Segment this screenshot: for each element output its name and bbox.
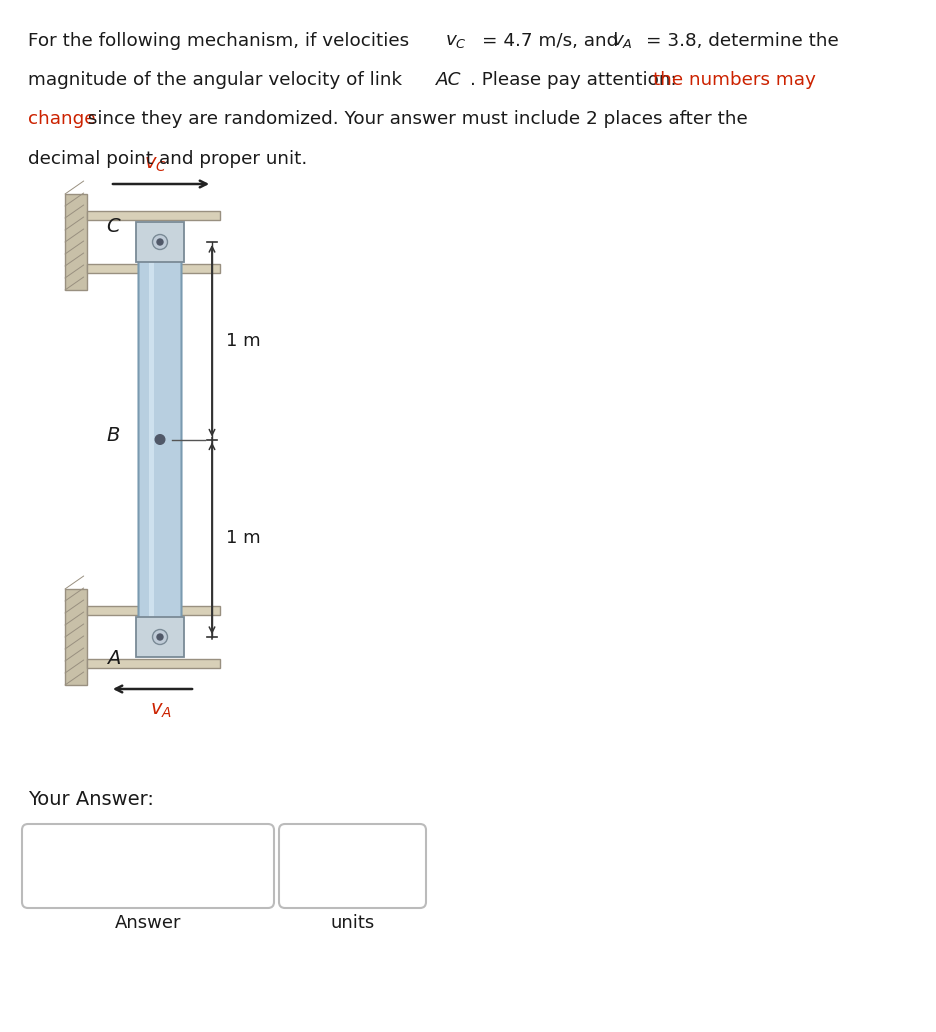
Text: $v_A$: $v_A$: [150, 701, 171, 720]
Text: . Please pay attention:: . Please pay attention:: [470, 71, 681, 89]
Text: For the following mechanism, if velocities: For the following mechanism, if velociti…: [28, 32, 415, 50]
Text: AC: AC: [435, 71, 461, 89]
Text: magnitude of the angular velocity of link: magnitude of the angular velocity of lin…: [28, 71, 407, 89]
FancyBboxPatch shape: [22, 824, 273, 908]
Circle shape: [155, 434, 165, 445]
Circle shape: [157, 239, 163, 245]
Text: A: A: [107, 649, 120, 668]
Text: $v_C$: $v_C$: [445, 32, 466, 50]
FancyBboxPatch shape: [139, 224, 182, 655]
Text: since they are randomized. Your answer must include 2 places after the: since they are randomized. Your answer m…: [82, 110, 747, 128]
Text: change: change: [28, 110, 95, 128]
Text: $v_A$: $v_A$: [611, 32, 632, 50]
Bar: [148, 234, 154, 645]
Bar: [136, 222, 183, 262]
Circle shape: [153, 630, 168, 645]
Bar: [65, 589, 87, 685]
Bar: [87, 264, 220, 273]
Text: C: C: [107, 217, 120, 236]
Text: Your Answer:: Your Answer:: [28, 791, 154, 809]
Text: = 4.7 m/s, and: = 4.7 m/s, and: [481, 32, 623, 50]
Text: 1 m: 1 m: [226, 529, 260, 547]
Circle shape: [153, 234, 168, 250]
Text: $v_C$: $v_C$: [144, 155, 168, 174]
Text: units: units: [330, 914, 374, 932]
Circle shape: [157, 634, 163, 640]
Bar: [87, 659, 220, 668]
Bar: [65, 194, 87, 290]
Text: decimal point and proper unit.: decimal point and proper unit.: [28, 150, 307, 167]
Text: the numbers may: the numbers may: [652, 71, 815, 89]
Text: Answer: Answer: [114, 914, 181, 932]
Text: 1 m: 1 m: [226, 331, 260, 350]
Bar: [136, 617, 183, 657]
Bar: [87, 211, 220, 220]
Text: B: B: [107, 426, 120, 445]
Text: = 3.8, determine the: = 3.8, determine the: [645, 32, 838, 50]
Bar: [87, 606, 220, 615]
FancyBboxPatch shape: [279, 824, 426, 908]
